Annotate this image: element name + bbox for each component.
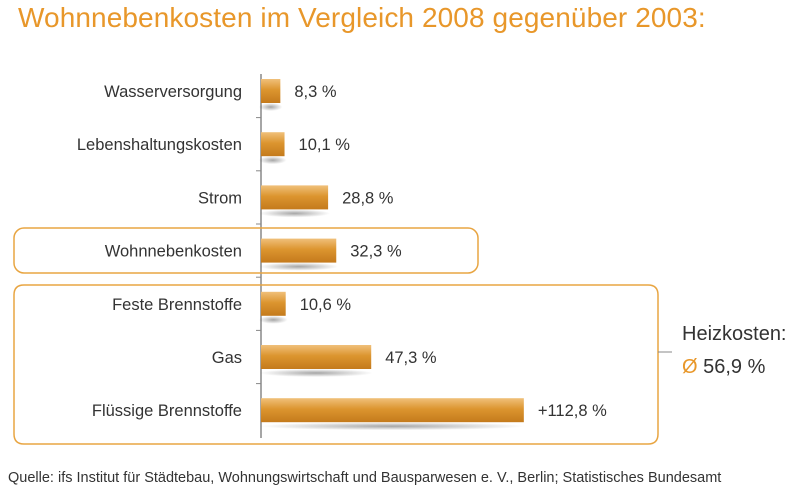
heating-group-label: Heizkosten: <box>682 323 787 345</box>
group-box-heizkosten <box>13 284 659 445</box>
heating-average-value: 56,9 % <box>703 356 766 378</box>
bar-wasserversorgung <box>261 79 281 103</box>
bar-lebenshaltungskosten <box>261 132 285 157</box>
value-label-lebenshaltungskosten: 10,1 % <box>299 136 351 154</box>
source-note: Quelle: ifs Institut für Städtebau, Wohn… <box>8 470 722 486</box>
value-label-strom: 28,8 % <box>342 189 394 207</box>
category-label-fluessige-brennstoffe: Flüssige Brennstoffe <box>92 402 242 420</box>
bar-shadow-wasserversorgung <box>259 103 283 111</box>
value-label-fluessige-brennstoffe: +112,8 % <box>538 402 607 420</box>
bar-gas <box>261 345 372 369</box>
chart-title: Wohnnebenkosten im Vergleich 2008 gegenü… <box>18 2 706 33</box>
heating-average: Ø 56,9 % <box>682 356 765 379</box>
category-label-lebenshaltungskosten: Lebenshaltungskosten <box>77 136 242 154</box>
bar-shadow-lebenshaltungskosten <box>259 156 287 165</box>
bar-fluessige-brennstoffe <box>261 398 524 423</box>
bar-shadow-wohnnebenkosten <box>259 262 339 271</box>
category-label-wohnnebenkosten: Wohnnebenkosten <box>105 243 242 261</box>
bar-shadow-fluessige-brennstoffe <box>259 422 526 431</box>
category-label-feste-brennstoffe: Feste Brennstoffe <box>112 296 242 314</box>
bar-strom <box>261 185 329 210</box>
value-label-wasserversorgung: 8,3 % <box>294 83 337 101</box>
value-label-feste-brennstoffe: 10,6 % <box>300 296 352 314</box>
bar-wohnnebenkosten <box>261 238 337 263</box>
bar-shadow-feste-brennstoffe <box>259 315 288 324</box>
category-label-gas: Gas <box>212 349 242 367</box>
highlight-box-wohnnebenkosten <box>13 227 479 274</box>
bar-shadow-gas <box>259 369 374 377</box>
bar-feste-brennstoffe <box>261 291 286 316</box>
average-symbol: Ø <box>682 356 698 378</box>
value-label-gas: 47,3 % <box>385 349 437 367</box>
bar-shadow-strom <box>259 209 331 218</box>
category-label-strom: Strom <box>198 189 242 207</box>
category-label-wasserversorgung: Wasserversorgung <box>104 83 242 101</box>
value-label-wohnnebenkosten: 32,3 % <box>350 243 402 261</box>
